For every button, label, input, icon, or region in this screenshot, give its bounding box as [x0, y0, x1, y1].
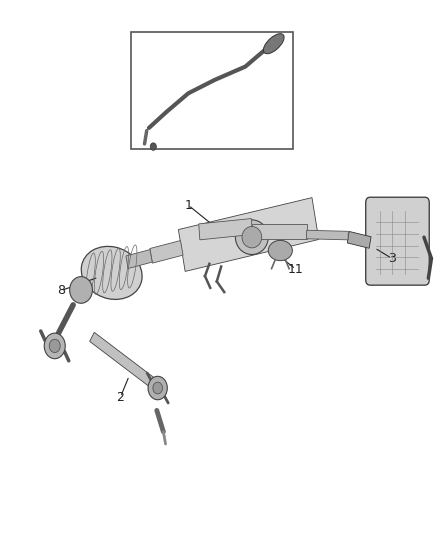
- Text: 11: 11: [288, 263, 304, 276]
- Polygon shape: [90, 333, 155, 387]
- Ellipse shape: [49, 339, 60, 353]
- Polygon shape: [347, 231, 371, 248]
- Polygon shape: [252, 224, 307, 239]
- Ellipse shape: [263, 34, 284, 54]
- Bar: [131, 32, 293, 149]
- Ellipse shape: [70, 277, 92, 303]
- Text: 8: 8: [57, 284, 65, 297]
- Ellipse shape: [242, 227, 261, 248]
- Ellipse shape: [148, 376, 167, 400]
- Polygon shape: [126, 249, 152, 269]
- Polygon shape: [178, 198, 319, 271]
- Text: 9: 9: [143, 120, 151, 133]
- Polygon shape: [199, 219, 252, 240]
- Ellipse shape: [81, 246, 142, 300]
- Ellipse shape: [153, 382, 162, 394]
- Polygon shape: [150, 240, 183, 263]
- Text: 1: 1: [184, 199, 192, 212]
- Polygon shape: [307, 230, 348, 240]
- FancyBboxPatch shape: [366, 197, 429, 285]
- Circle shape: [150, 143, 156, 150]
- Ellipse shape: [268, 240, 293, 261]
- Text: 3: 3: [388, 252, 396, 265]
- Ellipse shape: [44, 333, 65, 359]
- Text: 2: 2: [117, 391, 124, 403]
- Ellipse shape: [235, 220, 268, 255]
